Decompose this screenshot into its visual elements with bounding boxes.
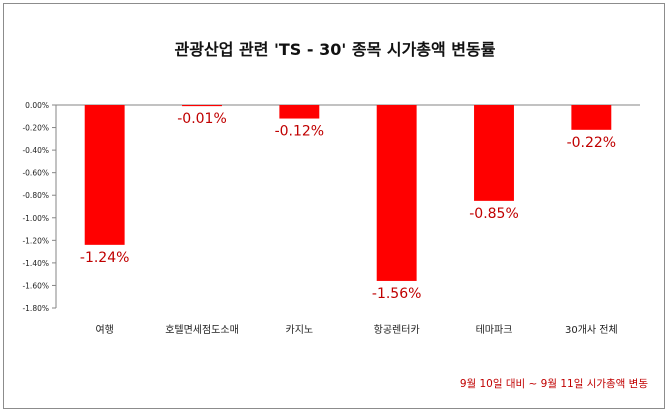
y-tick-label: -1.40% xyxy=(22,259,49,268)
y-tick-label: -1.80% xyxy=(22,304,49,313)
data-label: -0.85% xyxy=(469,206,519,222)
category-label: 테마파크 xyxy=(476,324,513,336)
y-tick-label: -1.00% xyxy=(22,214,49,223)
data-label: -0.01% xyxy=(177,111,227,127)
bar xyxy=(376,105,417,281)
y-tick-label: 0.00% xyxy=(25,101,49,110)
chart-title: 관광산업 관련 'TS - 30' 종목 시가총액 변동률 xyxy=(174,40,496,59)
y-tick-label: -0.80% xyxy=(22,191,49,200)
category-label: 30개사 전체 xyxy=(565,324,618,336)
data-label: -0.22% xyxy=(567,135,617,151)
category-label: 카지노 xyxy=(286,324,314,336)
data-label: -1.56% xyxy=(372,286,422,302)
category-label: 여행 xyxy=(95,324,113,336)
data-label: -0.12% xyxy=(275,124,325,140)
bar xyxy=(182,105,222,107)
category-label: 호텔면세점도소매 xyxy=(165,324,239,336)
bar xyxy=(279,105,320,119)
y-tick-label: -1.20% xyxy=(22,236,49,245)
y-tick-label: -0.60% xyxy=(22,169,49,178)
y-tick-label: -0.40% xyxy=(22,146,49,155)
y-tick-label: -0.20% xyxy=(22,124,49,133)
category-label: 항공렌터카 xyxy=(374,324,420,336)
bar xyxy=(474,105,514,201)
bar xyxy=(84,105,125,245)
chart-note: 9월 10일 대비 ~ 9월 11일 시가총액 변동 xyxy=(459,378,648,390)
data-label: -1.24% xyxy=(80,250,130,266)
y-tick-label: -1.60% xyxy=(22,281,49,290)
bar xyxy=(571,105,612,130)
